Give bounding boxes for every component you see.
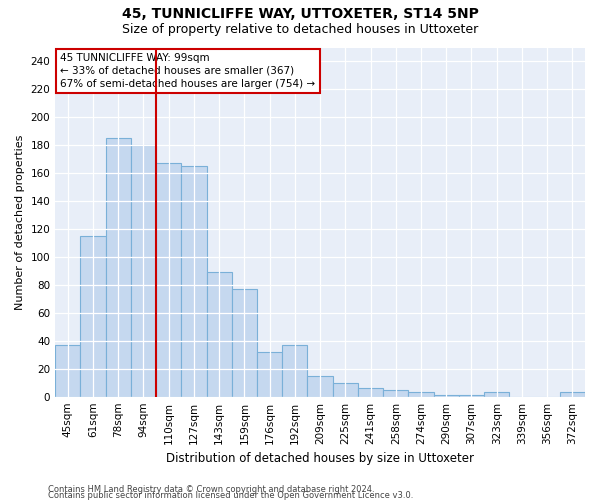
Text: Contains HM Land Registry data © Crown copyright and database right 2024.: Contains HM Land Registry data © Crown c… <box>48 485 374 494</box>
Bar <box>358 388 383 396</box>
X-axis label: Distribution of detached houses by size in Uttoxeter: Distribution of detached houses by size … <box>166 452 474 465</box>
Bar <box>55 345 80 397</box>
Bar <box>181 166 206 396</box>
Bar <box>106 138 131 396</box>
Text: 45 TUNNICLIFFE WAY: 99sqm
← 33% of detached houses are smaller (367)
67% of semi: 45 TUNNICLIFFE WAY: 99sqm ← 33% of detac… <box>61 52 316 89</box>
Bar <box>156 164 181 396</box>
Bar <box>332 382 358 396</box>
Text: Size of property relative to detached houses in Uttoxeter: Size of property relative to detached ho… <box>122 22 478 36</box>
Text: Contains public sector information licensed under the Open Government Licence v3: Contains public sector information licen… <box>48 491 413 500</box>
Bar <box>383 390 409 396</box>
Text: 45, TUNNICLIFFE WAY, UTTOXETER, ST14 5NP: 45, TUNNICLIFFE WAY, UTTOXETER, ST14 5NP <box>122 8 478 22</box>
Bar <box>80 236 106 396</box>
Y-axis label: Number of detached properties: Number of detached properties <box>15 134 25 310</box>
Bar <box>232 289 257 397</box>
Bar <box>307 376 332 396</box>
Bar <box>206 272 232 396</box>
Bar <box>257 352 282 397</box>
Bar <box>131 146 156 396</box>
Bar <box>484 392 509 396</box>
Bar <box>409 392 434 396</box>
Bar <box>282 345 307 397</box>
Bar <box>560 392 585 396</box>
